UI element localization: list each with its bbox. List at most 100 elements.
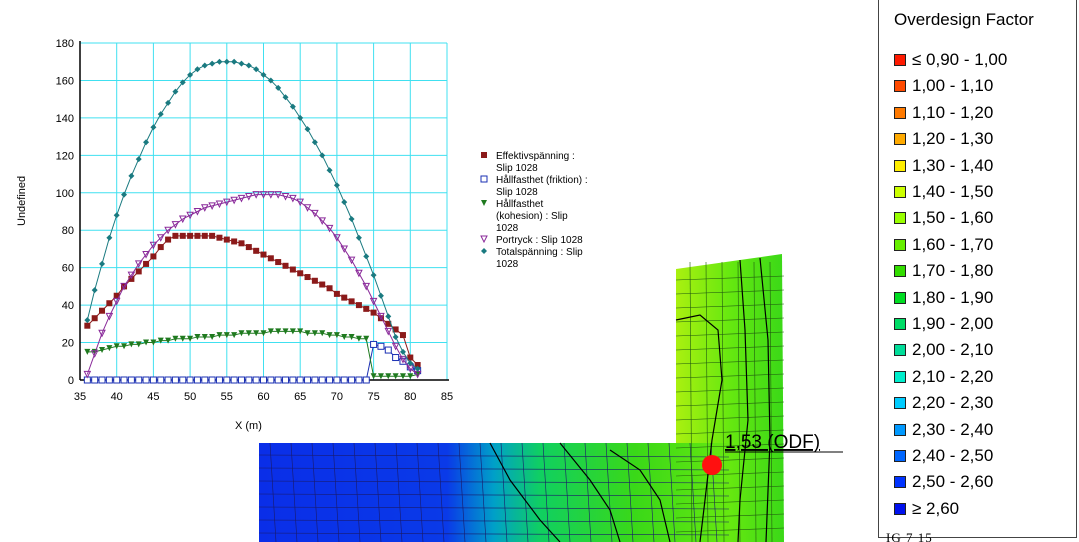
data-point bbox=[304, 274, 311, 281]
data-point bbox=[296, 198, 305, 207]
data-point bbox=[355, 376, 363, 384]
data-point bbox=[84, 348, 91, 355]
data-point bbox=[282, 376, 290, 384]
data-point bbox=[165, 236, 172, 243]
data-point bbox=[363, 305, 370, 312]
mesh-line bbox=[353, 442, 361, 542]
odf-legend-label: 1,10 - 1,20 bbox=[912, 102, 994, 122]
data-point bbox=[274, 191, 282, 199]
odf-legend-item: 1,60 - 1,70 bbox=[894, 234, 993, 256]
data-point bbox=[83, 370, 92, 379]
mesh-line bbox=[626, 442, 634, 542]
data-point bbox=[186, 376, 194, 384]
data-point bbox=[399, 357, 407, 365]
mesh-line bbox=[675, 457, 785, 463]
data-point bbox=[391, 342, 400, 351]
data-point bbox=[237, 194, 246, 203]
data-point bbox=[99, 307, 106, 314]
data-point bbox=[282, 262, 289, 269]
mesh-lower-block bbox=[259, 443, 729, 542]
series-4 bbox=[84, 58, 421, 372]
data-point bbox=[340, 245, 349, 254]
data-point bbox=[333, 182, 340, 189]
data-point bbox=[216, 234, 223, 241]
data-point bbox=[179, 335, 186, 342]
data-point bbox=[201, 232, 208, 239]
data-point bbox=[179, 232, 186, 239]
odf-legend-label: 1,00 - 1,10 bbox=[912, 76, 994, 96]
data-point bbox=[326, 167, 333, 174]
data-point bbox=[275, 328, 282, 335]
x-tick-label: 55 bbox=[221, 391, 233, 403]
data-point bbox=[193, 208, 202, 216]
mesh-line bbox=[500, 442, 508, 542]
x-tick-label: 45 bbox=[147, 391, 159, 403]
data-point bbox=[267, 328, 274, 335]
data-point bbox=[113, 343, 120, 350]
data-point bbox=[178, 215, 187, 224]
chart-legend-label: Totalspänning : Slip 1028 bbox=[496, 247, 583, 270]
y-tick-label: 120 bbox=[56, 150, 74, 162]
y-tick-label: 140 bbox=[56, 113, 74, 125]
legend-marker bbox=[480, 175, 488, 183]
data-point bbox=[223, 376, 231, 384]
data-point bbox=[150, 253, 157, 260]
data-point bbox=[245, 244, 252, 251]
series-line bbox=[87, 330, 418, 377]
data-point bbox=[253, 247, 260, 254]
data-point bbox=[385, 320, 392, 327]
mesh-line bbox=[675, 471, 785, 477]
chart-legend-label: Effektivspänning : Slip 1028 bbox=[496, 151, 575, 174]
data-point bbox=[142, 251, 150, 259]
mesh-line bbox=[416, 442, 424, 542]
data-point bbox=[311, 209, 319, 218]
fe-mesh: 1,53 (ODF) bbox=[258, 254, 843, 542]
data-point bbox=[259, 191, 268, 199]
data-point bbox=[134, 260, 143, 269]
mesh-line bbox=[258, 493, 730, 497]
data-point bbox=[340, 376, 348, 384]
data-point bbox=[209, 60, 216, 67]
data-point bbox=[105, 312, 114, 321]
data-point bbox=[289, 194, 297, 203]
data-point bbox=[127, 271, 136, 280]
y-tick-label: 100 bbox=[56, 188, 74, 200]
partial-label: IG 7 15 bbox=[886, 533, 933, 542]
y-tick-label: 160 bbox=[56, 75, 74, 87]
series-0 bbox=[84, 232, 421, 369]
data-point bbox=[194, 232, 201, 239]
data-point bbox=[355, 269, 363, 278]
data-point bbox=[99, 347, 106, 354]
y-tick-label: 20 bbox=[62, 338, 74, 350]
odf-legend-item: 1,10 - 1,20 bbox=[894, 102, 993, 124]
mesh-line bbox=[258, 467, 730, 471]
odf-legend-label: 2,40 - 2,50 bbox=[912, 446, 994, 465]
data-point bbox=[253, 66, 260, 73]
data-point bbox=[91, 315, 98, 322]
data-point bbox=[231, 238, 238, 245]
data-point bbox=[304, 376, 312, 384]
data-point bbox=[289, 266, 296, 273]
data-point bbox=[296, 376, 304, 384]
data-point bbox=[91, 287, 98, 294]
mesh-line bbox=[675, 429, 785, 435]
x-tick-label: 70 bbox=[331, 391, 343, 403]
data-point bbox=[341, 333, 348, 340]
x-tick-label: 50 bbox=[184, 391, 196, 403]
data-point bbox=[164, 226, 172, 235]
data-point bbox=[113, 376, 121, 384]
data-point bbox=[238, 330, 245, 337]
data-point bbox=[223, 332, 230, 339]
odf-legend-title: Overdesign Factor bbox=[894, 10, 1034, 29]
data-point bbox=[319, 152, 326, 159]
data-point bbox=[105, 376, 113, 384]
data-point bbox=[120, 282, 128, 291]
x-tick-label: 35 bbox=[74, 391, 86, 403]
data-point bbox=[164, 376, 172, 384]
data-point bbox=[193, 376, 201, 384]
data-point bbox=[112, 297, 121, 306]
odf-legend-item: ≤ 0,90 - 1,00 bbox=[894, 49, 1007, 71]
odf-legend-item: 1,50 - 1,60 bbox=[894, 207, 993, 229]
data-point bbox=[392, 373, 399, 380]
data-point bbox=[187, 335, 194, 342]
